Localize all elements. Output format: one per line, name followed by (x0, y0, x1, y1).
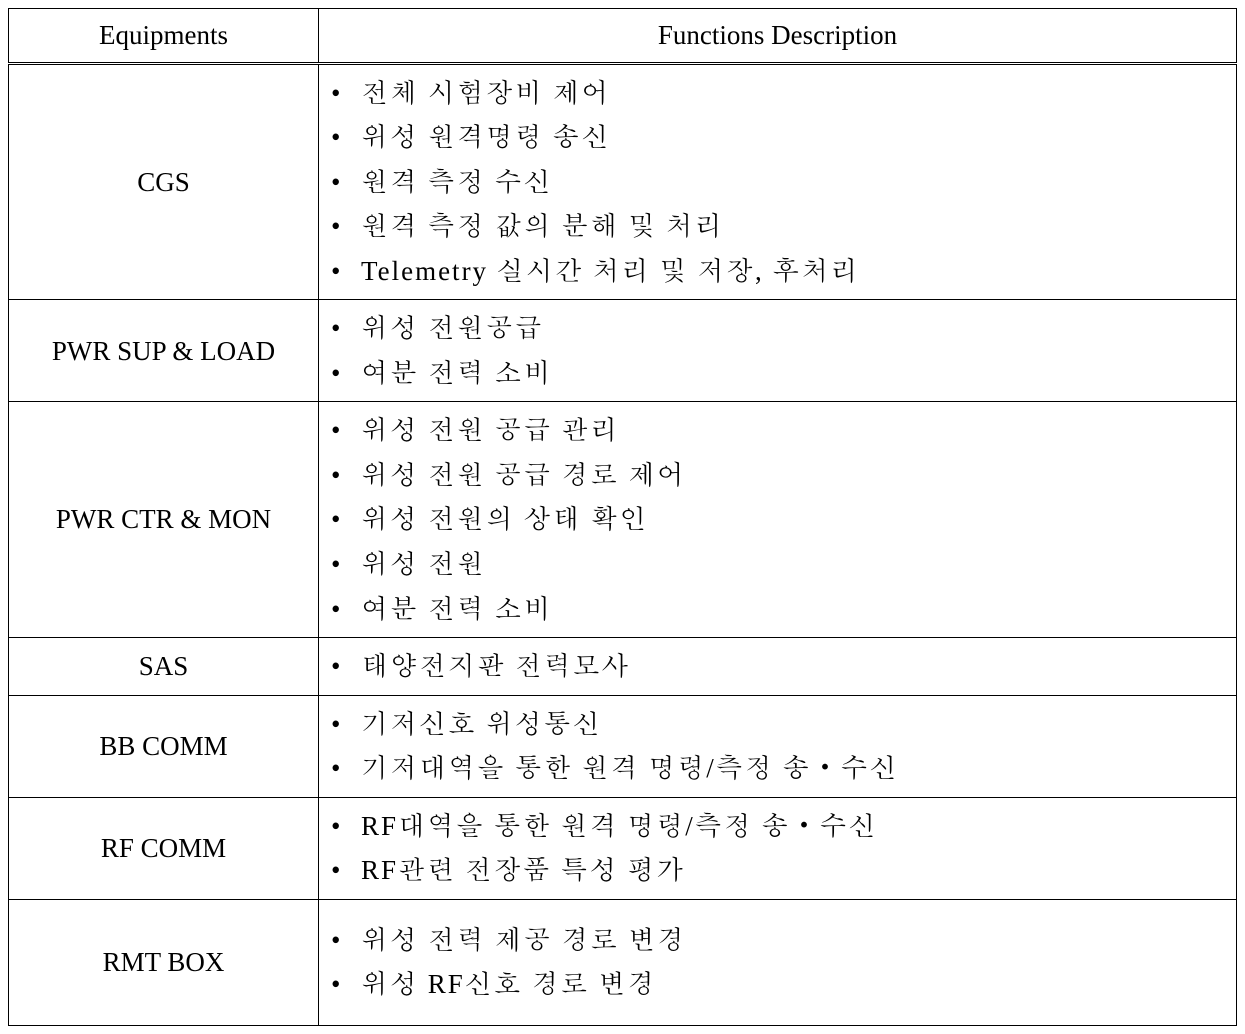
functions-list: 기저신호 위성통신기저대역을 통한 원격 명령/측정 송・수신 (325, 702, 1226, 791)
function-item: 원격 측정 값의 분해 및 처리 (325, 204, 1226, 249)
table-container: Equipments Functions Description CGS전체 시… (0, 0, 1245, 1034)
function-item: 여분 전력 소비 (325, 351, 1226, 396)
col-header-equipments: Equipments (9, 9, 319, 64)
function-item: 위성 전원 (325, 542, 1226, 587)
function-item: 위성 전원 공급 경로 제어 (325, 453, 1226, 498)
function-item: 태양전지판 전력모사 (325, 644, 1226, 689)
function-item: 위성 전원공급 (325, 306, 1226, 351)
function-item: 위성 RF신호 경로 변경 (325, 962, 1226, 1007)
function-item: 원격 측정 수신 (325, 160, 1226, 205)
table-row: BB COMM기저신호 위성통신기저대역을 통한 원격 명령/측정 송・수신 (9, 695, 1237, 797)
table-row: PWR SUP & LOAD위성 전원공급여분 전력 소비 (9, 300, 1237, 402)
function-item: 위성 전력 제공 경로 변경 (325, 918, 1226, 963)
table-header-row: Equipments Functions Description (9, 9, 1237, 64)
functions-list: 위성 전력 제공 경로 변경위성 RF신호 경로 변경 (325, 918, 1226, 1007)
functions-cell: 전체 시험장비 제어위성 원격명령 송신원격 측정 수신원격 측정 값의 분해 … (319, 63, 1237, 300)
table-row: RF COMMRF대역을 통한 원격 명령/측정 송・수신RF관련 전장품 특성… (9, 797, 1237, 899)
functions-cell: 위성 전원 공급 관리위성 전원 공급 경로 제어위성 전원의 상태 확인위성 … (319, 402, 1237, 638)
function-item: 여분 전력 소비 (325, 587, 1226, 632)
function-item: 전체 시험장비 제어 (325, 71, 1226, 116)
equipment-cell: SAS (9, 638, 319, 696)
equipment-cell: BB COMM (9, 695, 319, 797)
functions-list: 위성 전원공급여분 전력 소비 (325, 306, 1226, 395)
functions-cell: 기저신호 위성통신기저대역을 통한 원격 명령/측정 송・수신 (319, 695, 1237, 797)
equipment-functions-table: Equipments Functions Description CGS전체 시… (8, 8, 1237, 1026)
col-header-functions: Functions Description (319, 9, 1237, 64)
function-item: 위성 전원 공급 관리 (325, 408, 1226, 453)
functions-list: 전체 시험장비 제어위성 원격명령 송신원격 측정 수신원격 측정 값의 분해 … (325, 71, 1226, 294)
function-item: Telemetry 실시간 처리 및 저장, 후처리 (325, 249, 1226, 294)
function-item: 기저대역을 통한 원격 명령/측정 송・수신 (325, 746, 1226, 791)
table-row: PWR CTR & MON위성 전원 공급 관리위성 전원 공급 경로 제어위성… (9, 402, 1237, 638)
function-item: 기저신호 위성통신 (325, 702, 1226, 747)
equipment-cell: CGS (9, 63, 319, 300)
table-row: SAS태양전지판 전력모사 (9, 638, 1237, 696)
functions-cell: 위성 전원공급여분 전력 소비 (319, 300, 1237, 402)
functions-list: RF대역을 통한 원격 명령/측정 송・수신RF관련 전장품 특성 평가 (325, 804, 1226, 893)
functions-list: 태양전지판 전력모사 (325, 644, 1226, 689)
function-item: RF관련 전장품 특성 평가 (325, 848, 1226, 893)
functions-cell: 태양전지판 전력모사 (319, 638, 1237, 696)
equipment-cell: PWR SUP & LOAD (9, 300, 319, 402)
function-item: 위성 원격명령 송신 (325, 115, 1226, 160)
equipment-cell: PWR CTR & MON (9, 402, 319, 638)
function-item: RF대역을 통한 원격 명령/측정 송・수신 (325, 804, 1226, 849)
equipment-cell: RF COMM (9, 797, 319, 899)
function-item: 위성 전원의 상태 확인 (325, 497, 1226, 542)
table-row: CGS전체 시험장비 제어위성 원격명령 송신원격 측정 수신원격 측정 값의 … (9, 63, 1237, 300)
functions-cell: RF대역을 통한 원격 명령/측정 송・수신RF관련 전장품 특성 평가 (319, 797, 1237, 899)
functions-list: 위성 전원 공급 관리위성 전원 공급 경로 제어위성 전원의 상태 확인위성 … (325, 408, 1226, 631)
